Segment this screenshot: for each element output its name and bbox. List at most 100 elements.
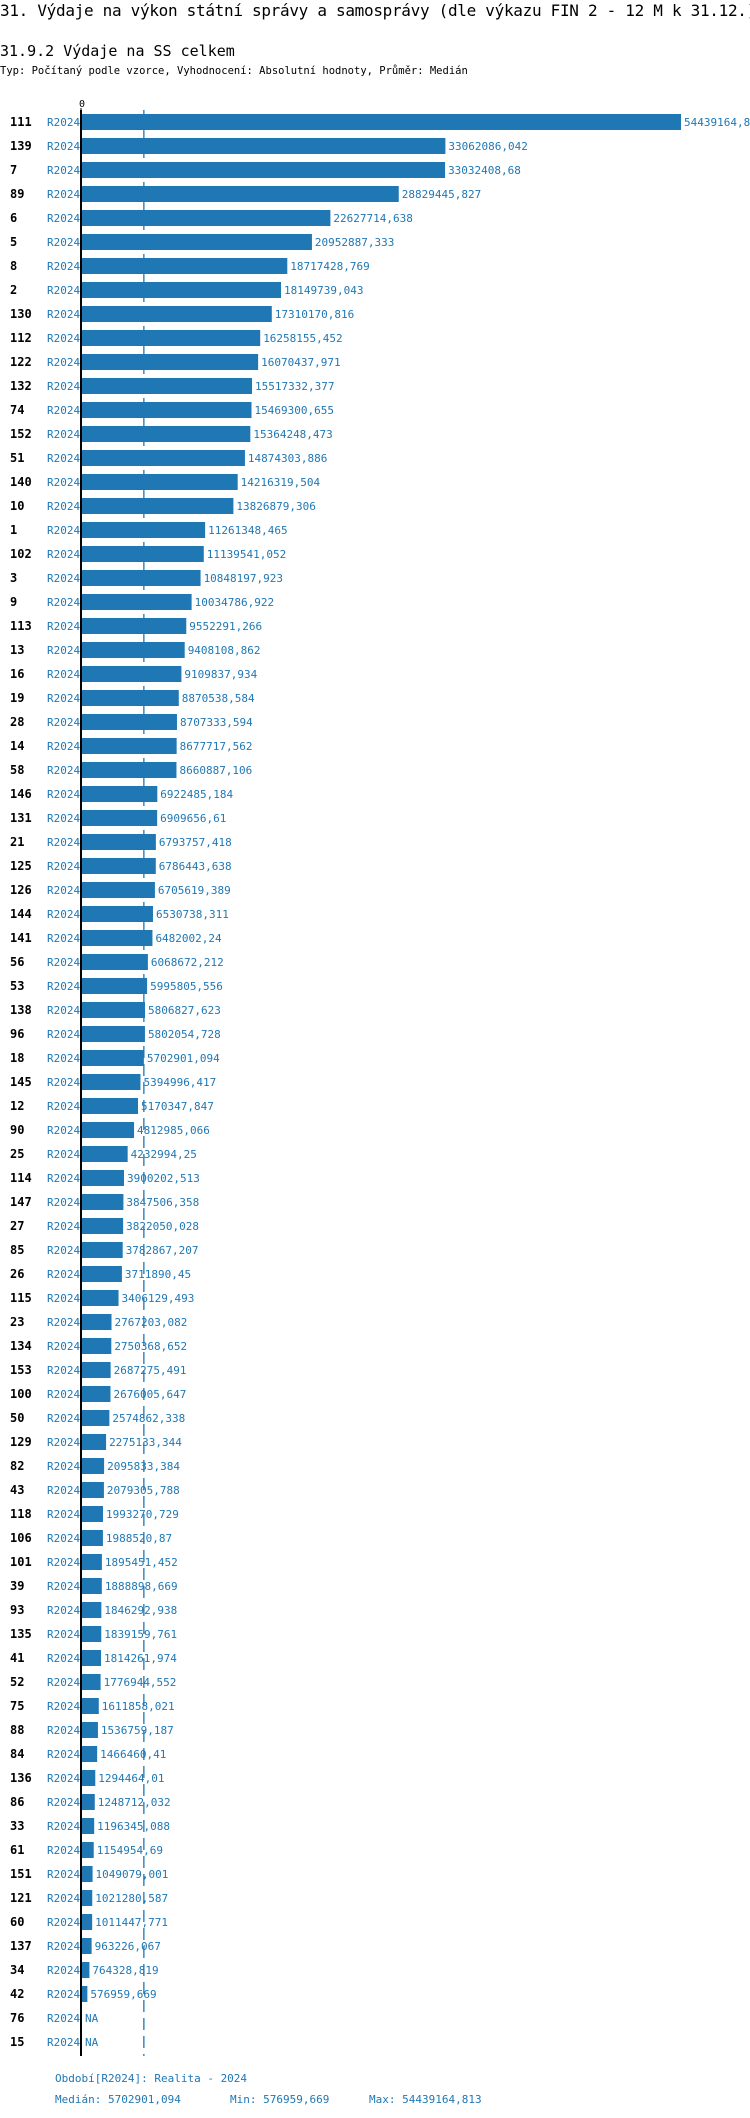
- bar: [81, 1818, 95, 1834]
- value-label: 6786443,638: [159, 860, 232, 873]
- period-label: R2024: [47, 932, 80, 945]
- period-label: R2024: [47, 1916, 80, 1929]
- bar: [81, 1650, 101, 1666]
- category-label: 147: [10, 1195, 32, 1209]
- page-title: 31. Výdaje na výkon státní správy a samo…: [0, 1, 750, 20]
- period-label: R2024: [47, 1460, 80, 1473]
- value-label: 2574862,338: [112, 1412, 185, 1425]
- period-label: R2024: [47, 1940, 80, 1953]
- value-label: NA: [85, 2036, 99, 2049]
- bar: [81, 762, 177, 778]
- bar: [81, 1242, 123, 1258]
- bar: [81, 1338, 112, 1354]
- period-label: R2024: [47, 284, 80, 297]
- period-label: R2024: [47, 2012, 80, 2025]
- category-label: 85: [10, 1243, 24, 1257]
- category-label: 76: [10, 2011, 24, 2025]
- period-label: R2024: [47, 1652, 80, 1665]
- bar: [81, 594, 192, 610]
- value-label: 5802054,728: [148, 1028, 221, 1041]
- x-tick-label: 0: [79, 99, 85, 110]
- period-label: R2024: [47, 1988, 80, 2001]
- value-label: 13826879,306: [236, 500, 315, 513]
- bar: [81, 1746, 98, 1762]
- category-label: 113: [10, 619, 32, 633]
- bar: [81, 954, 148, 970]
- value-label: 1049079,001: [96, 1868, 169, 1881]
- period-legend: Období[R2024]: Realita - 2024: [55, 2072, 248, 2085]
- period-label: R2024: [47, 452, 80, 465]
- bar: [81, 1290, 119, 1306]
- bar: [81, 282, 282, 298]
- bar: [81, 474, 238, 490]
- category-label: 141: [10, 931, 32, 945]
- value-label: 1776944,552: [104, 1676, 177, 1689]
- period-label: R2024: [47, 1148, 80, 1161]
- value-label: 33062086,042: [448, 140, 527, 153]
- period-label: R2024: [47, 1316, 80, 1329]
- value-label: 18717428,769: [290, 260, 369, 273]
- value-label: 9408108,862: [188, 644, 261, 657]
- category-label: 82: [10, 1459, 24, 1473]
- category-label: 90: [10, 1123, 24, 1137]
- bar: [81, 450, 245, 466]
- category-label: 42: [10, 1987, 24, 2001]
- bar: [81, 1026, 145, 1042]
- category-label: 5: [10, 235, 17, 249]
- chart-description: Typ: Počítaný podle vzorce, Vyhodnocení:…: [0, 65, 468, 77]
- value-label: 3711890,45: [125, 1268, 191, 1281]
- value-label: 1536759,187: [101, 1724, 174, 1737]
- value-label: 3406129,493: [122, 1292, 195, 1305]
- category-label: 26: [10, 1267, 24, 1281]
- bar: [81, 858, 156, 874]
- bar: [81, 1482, 104, 1498]
- period-label: R2024: [47, 476, 80, 489]
- category-label: 14: [10, 739, 24, 753]
- value-label: 16070437,971: [261, 356, 340, 369]
- period-label: R2024: [47, 1052, 80, 1065]
- period-label: R2024: [47, 116, 80, 129]
- category-label: 136: [10, 1771, 32, 1785]
- category-label: 144: [10, 907, 32, 921]
- period-label: R2024: [47, 692, 80, 705]
- value-label: 6068672,212: [151, 956, 224, 969]
- bar: [81, 1722, 98, 1738]
- value-label: 963226,067: [95, 1940, 161, 1953]
- bar: [81, 1770, 96, 1786]
- value-label: 15469300,655: [254, 404, 333, 417]
- value-label: 5806827,623: [148, 1004, 221, 1017]
- period-label: R2024: [47, 188, 80, 201]
- category-label: 100: [10, 1387, 32, 1401]
- value-label: 14216319,504: [241, 476, 321, 489]
- bar: [81, 1122, 135, 1138]
- bar: [81, 1698, 99, 1714]
- value-label: 6530738,311: [156, 908, 229, 921]
- value-label: 6922485,184: [160, 788, 233, 801]
- category-label: 9: [10, 595, 17, 609]
- category-label: 21: [10, 835, 24, 849]
- period-label: R2024: [47, 380, 80, 393]
- value-label: 1021280,587: [95, 1892, 168, 1905]
- period-label: R2024: [47, 1748, 80, 1761]
- value-label: 11261348,465: [208, 524, 287, 537]
- period-label: R2024: [47, 596, 80, 609]
- category-label: 51: [10, 451, 24, 465]
- value-label: 1011447,771: [95, 1916, 168, 1929]
- value-label: 2079305,788: [107, 1484, 180, 1497]
- period-label: R2024: [47, 1868, 80, 1881]
- period-label: R2024: [47, 1292, 80, 1305]
- bar: [81, 1866, 93, 1882]
- bar: [81, 210, 331, 226]
- bar: [81, 906, 153, 922]
- bar: [81, 1194, 124, 1210]
- value-label: 5702901,094: [147, 1052, 220, 1065]
- category-label: 101: [10, 1555, 32, 1569]
- value-label: 1466460,41: [100, 1748, 166, 1761]
- period-label: R2024: [47, 404, 80, 417]
- category-label: 61: [10, 1843, 24, 1857]
- category-label: 50: [10, 1411, 24, 1425]
- period-label: R2024: [47, 1844, 80, 1857]
- bar: [81, 114, 681, 130]
- value-label: 3782867,207: [126, 1244, 199, 1257]
- period-label: R2024: [47, 980, 80, 993]
